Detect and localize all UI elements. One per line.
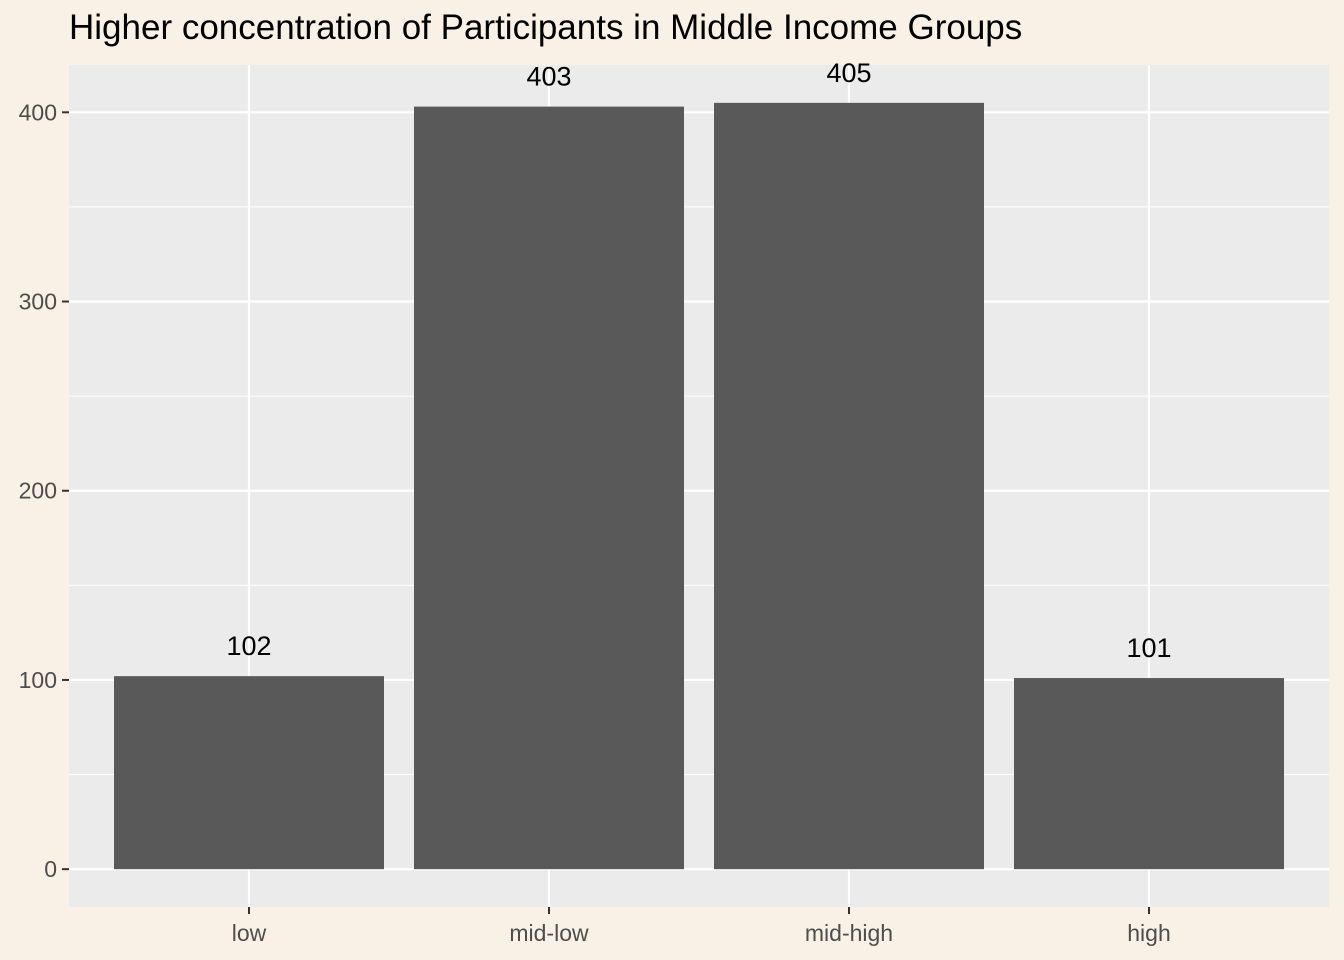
data-label: 102 bbox=[226, 631, 271, 661]
y-tick-label: 300 bbox=[19, 289, 57, 315]
x-tick-label: mid-high bbox=[805, 920, 893, 946]
x-tick-label: high bbox=[1127, 920, 1170, 946]
y-tick-label: 0 bbox=[44, 856, 57, 882]
data-labels: 102 403 405 101 bbox=[226, 58, 1171, 663]
y-tick-label: 200 bbox=[19, 478, 57, 504]
x-axis: low mid-low mid-high high bbox=[232, 907, 1171, 946]
data-label: 403 bbox=[526, 62, 571, 92]
bar bbox=[414, 106, 684, 870]
bar bbox=[1014, 678, 1284, 870]
data-label: 405 bbox=[826, 58, 871, 88]
chart-title: Higher concentration of Participants in … bbox=[69, 8, 1023, 47]
bar bbox=[114, 676, 384, 870]
y-tick-label: 100 bbox=[19, 667, 57, 693]
data-label: 101 bbox=[1126, 633, 1171, 663]
y-tick-label: 400 bbox=[19, 99, 57, 125]
bars bbox=[114, 102, 1284, 870]
y-axis: 0 100 200 300 400 bbox=[19, 99, 69, 882]
bar bbox=[714, 102, 984, 870]
x-tick-label: low bbox=[232, 920, 267, 946]
x-tick-label: mid-low bbox=[509, 920, 589, 946]
